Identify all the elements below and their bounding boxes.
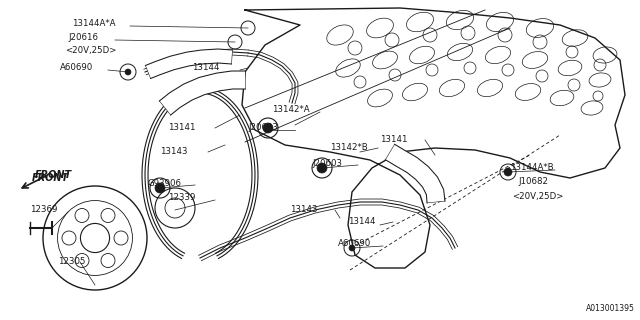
Text: J10682: J10682 — [518, 178, 548, 187]
Text: <20V,25D>: <20V,25D> — [65, 45, 116, 54]
Text: A60690: A60690 — [60, 63, 93, 73]
Text: 13144A*A: 13144A*A — [72, 20, 115, 28]
Text: J20603: J20603 — [248, 124, 278, 132]
Circle shape — [125, 69, 131, 75]
Circle shape — [317, 163, 327, 173]
Text: A60690: A60690 — [338, 239, 371, 249]
Text: 13143: 13143 — [290, 205, 317, 214]
Text: 13143: 13143 — [160, 148, 188, 156]
Text: A013001395: A013001395 — [586, 304, 635, 313]
Polygon shape — [145, 49, 232, 78]
Text: 13142*A: 13142*A — [272, 106, 310, 115]
Text: FRONT: FRONT — [32, 173, 69, 183]
Text: J20603: J20603 — [312, 159, 342, 169]
Text: 13141: 13141 — [380, 135, 408, 145]
Text: 13144: 13144 — [192, 63, 220, 73]
Text: 13141: 13141 — [168, 124, 195, 132]
Text: 13144: 13144 — [348, 218, 376, 227]
Text: 13142*B: 13142*B — [330, 143, 368, 153]
Text: G93906: G93906 — [148, 180, 182, 188]
Polygon shape — [385, 144, 445, 203]
Circle shape — [349, 245, 355, 251]
Polygon shape — [159, 71, 245, 115]
Text: 13144A*B: 13144A*B — [510, 164, 554, 172]
Text: 12339: 12339 — [168, 194, 195, 203]
Text: FRONT: FRONT — [35, 170, 72, 180]
Text: <20V,25D>: <20V,25D> — [512, 191, 563, 201]
Text: 12305: 12305 — [58, 258, 86, 267]
Circle shape — [155, 183, 165, 193]
Circle shape — [263, 123, 273, 133]
Text: J20616: J20616 — [68, 34, 98, 43]
Text: 12369: 12369 — [30, 205, 58, 214]
Circle shape — [504, 168, 512, 176]
